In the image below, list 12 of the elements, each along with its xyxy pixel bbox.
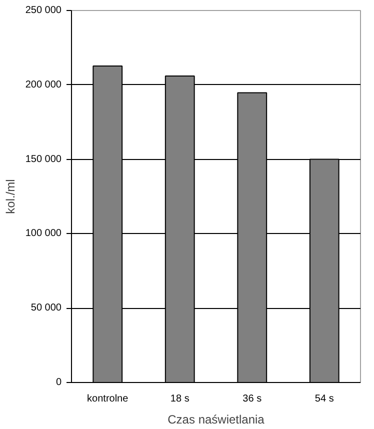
y-tick-label: 200 000 — [25, 79, 62, 90]
y-tick-label: 100 000 — [25, 228, 62, 240]
x-axis-title: Czas naświetlania — [168, 412, 265, 426]
x-tick-label: 18 s — [170, 394, 190, 404]
y-axis-title: kol./ml — [3, 179, 18, 214]
y-tick-label: 250 000 — [25, 5, 62, 16]
x-tick-label: 54 s — [314, 394, 334, 404]
y-tick-label: 50 000 — [30, 302, 62, 314]
y-tick-label: 150 000 — [25, 154, 62, 165]
y-tick-label: 0 — [56, 377, 62, 388]
x-tick-label: kontrolne — [87, 394, 129, 404]
x-tick-label: 36 s — [242, 394, 262, 404]
